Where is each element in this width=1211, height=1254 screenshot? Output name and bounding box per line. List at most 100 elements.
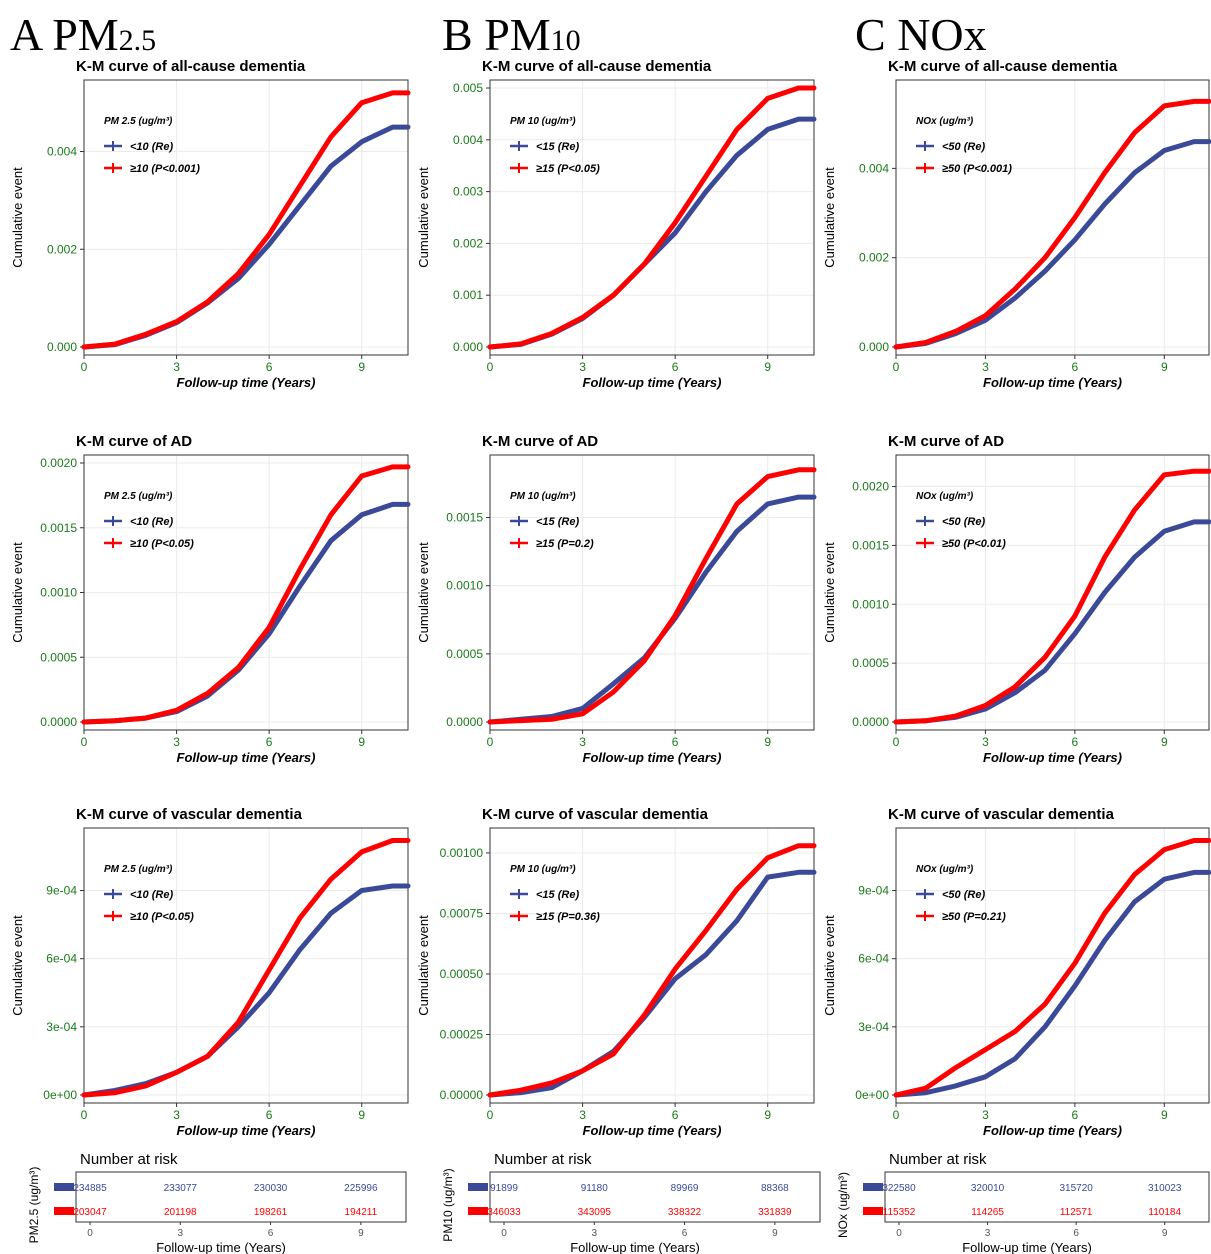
y-tick-label: 0.0000 [40,715,77,729]
y-tick-label: 0.0010 [40,586,77,600]
legend-entry: <15 (Re) [536,889,579,901]
risk-count: 225996 [344,1183,378,1194]
km-panel-2: K-M curve of all-cause dementia 0 3 6 9 0.000… [416,58,817,390]
risk-row-swatch [468,1183,488,1191]
risk-x-tick-label: 6 [1073,1228,1079,1239]
x-tick-label: 6 [1072,735,1079,749]
y-tick-label: 3e-04 [46,1020,77,1034]
y-tick-label: 0.002 [453,236,483,250]
x-tick-label: 0 [81,360,88,374]
y-tick-label: 0.000 [47,340,77,354]
plot-area [896,455,1209,730]
x-tick-label: 9 [764,360,771,374]
x-tick-label: 3 [579,1108,586,1122]
risk-row-swatch [468,1207,488,1215]
risk-x-tick-label: 9 [1162,1228,1168,1239]
x-tick-label: 0 [487,735,494,749]
risk-count: 343095 [578,1207,612,1218]
header-c: C NOx [855,12,987,58]
risk-row-swatch [54,1207,74,1215]
x-tick-label: 9 [1161,360,1168,374]
header-b: B PM10 [442,12,581,58]
x-axis-title: Follow-up time (Years) [583,1123,722,1138]
km-curve-exposed [81,90,411,350]
plot-area [490,455,814,730]
y-axis-title: Cumulative event [416,915,431,1016]
x-axis-title: Follow-up time (Years) [983,750,1122,765]
risk-count: 112571 [1060,1207,1093,1218]
km-curve-exposed [81,838,411,1098]
y-tick-label: 0.0005 [40,650,77,664]
x-tick-label: 3 [173,1108,180,1122]
risk-table-title: Number at risk [889,1151,987,1168]
y-axis-title: Cumulative event [416,167,431,268]
km-curve-exposed [893,468,1211,725]
x-tick-label: 3 [173,735,180,749]
legend-entry: <15 (Re) [536,141,579,153]
km-panel-1: K-M curve of all-cause dementia 0 3 6 9 0.000… [10,58,411,390]
x-axis-title: Follow-up time (Years) [177,1123,316,1138]
risk-count: 201198 [164,1207,197,1218]
y-tick-label: 0.002 [47,242,77,256]
y-axis-title: Cumulative event [10,542,25,643]
x-tick-label: 0 [893,360,900,374]
y-tick-label: 0.000 [859,340,889,354]
x-axis-title: Follow-up time (Years) [583,750,722,765]
x-tick-label: 6 [266,735,273,749]
panel-title: K-M curve of vascular dementia [76,806,303,823]
risk-x-tick-label: 0 [896,1228,902,1239]
x-tick-label: 3 [982,735,989,749]
plot-area [84,80,408,355]
y-tick-label: 0.004 [859,161,889,175]
plot-border [83,454,409,731]
x-tick-label: 6 [266,1108,273,1122]
risk-table-frame [489,1171,821,1223]
y-tick-label: 0.00075 [440,906,484,920]
km-panel-8: K-M curve of vascular dementia 0 3 6 9 0.0000… [416,806,817,1138]
risk-count: 203047 [73,1207,107,1218]
km-panel-3: K-M curve of all-cause dementia 0 3 6 9 0.000… [822,58,1211,390]
km-curve-reference [487,869,817,1098]
risk-count: 315720 [1059,1183,1093,1194]
legend-entry: ≥10 (P<0.001) [130,163,200,175]
y-tick-label: 0.0005 [446,647,483,661]
x-tick-label: 3 [173,360,180,374]
risk-count: 114265 [971,1207,1004,1218]
risk-row-swatch [863,1183,883,1191]
x-tick-label: 9 [764,735,771,749]
y-tick-label: 0.005 [453,81,483,95]
y-tick-label: 0.00025 [440,1027,484,1041]
risk-x-tick-label: 9 [358,1228,364,1239]
panel-title: K-M curve of all-cause dementia [76,58,306,75]
risk-table-2: Number at risk 91899 91180 89969 88368 346033… [441,1151,821,1254]
y-tick-label: 0.002 [859,251,889,265]
plot-area [84,828,408,1103]
y-tick-label: 0e+00 [855,1088,889,1102]
y-tick-label: 0.00050 [440,967,484,981]
plot-border [489,79,815,356]
km-curve-reference [893,869,1211,1098]
y-tick-label: 0.003 [453,185,483,199]
risk-count: 322580 [882,1183,916,1194]
header-b-subscript: 10 [550,24,581,57]
y-tick-label: 0.0010 [852,597,889,611]
plot-border [895,827,1210,1104]
x-tick-label: 9 [358,735,365,749]
plot-area [490,828,814,1103]
x-tick-label: 9 [358,1108,365,1122]
risk-x-tick-label: 3 [178,1228,184,1239]
legend-title: PM 10 (ug/m³) [510,491,576,502]
legend-title: PM 10 (ug/m³) [510,864,576,875]
x-tick-label: 9 [1161,1108,1168,1122]
legend-title: PM 2.5 (ug/m³) [104,491,173,502]
risk-x-tick-label: 3 [592,1228,598,1239]
y-tick-label: 0.0000 [852,715,889,729]
x-tick-label: 0 [487,1108,494,1122]
x-tick-label: 3 [579,735,586,749]
x-tick-label: 0 [81,1108,88,1122]
x-tick-label: 9 [1161,735,1168,749]
risk-count: 338322 [668,1207,702,1218]
risk-x-tick-label: 9 [772,1228,778,1239]
y-axis-title: Cumulative event [10,915,25,1016]
header-a-subscript: 2.5 [118,24,157,57]
